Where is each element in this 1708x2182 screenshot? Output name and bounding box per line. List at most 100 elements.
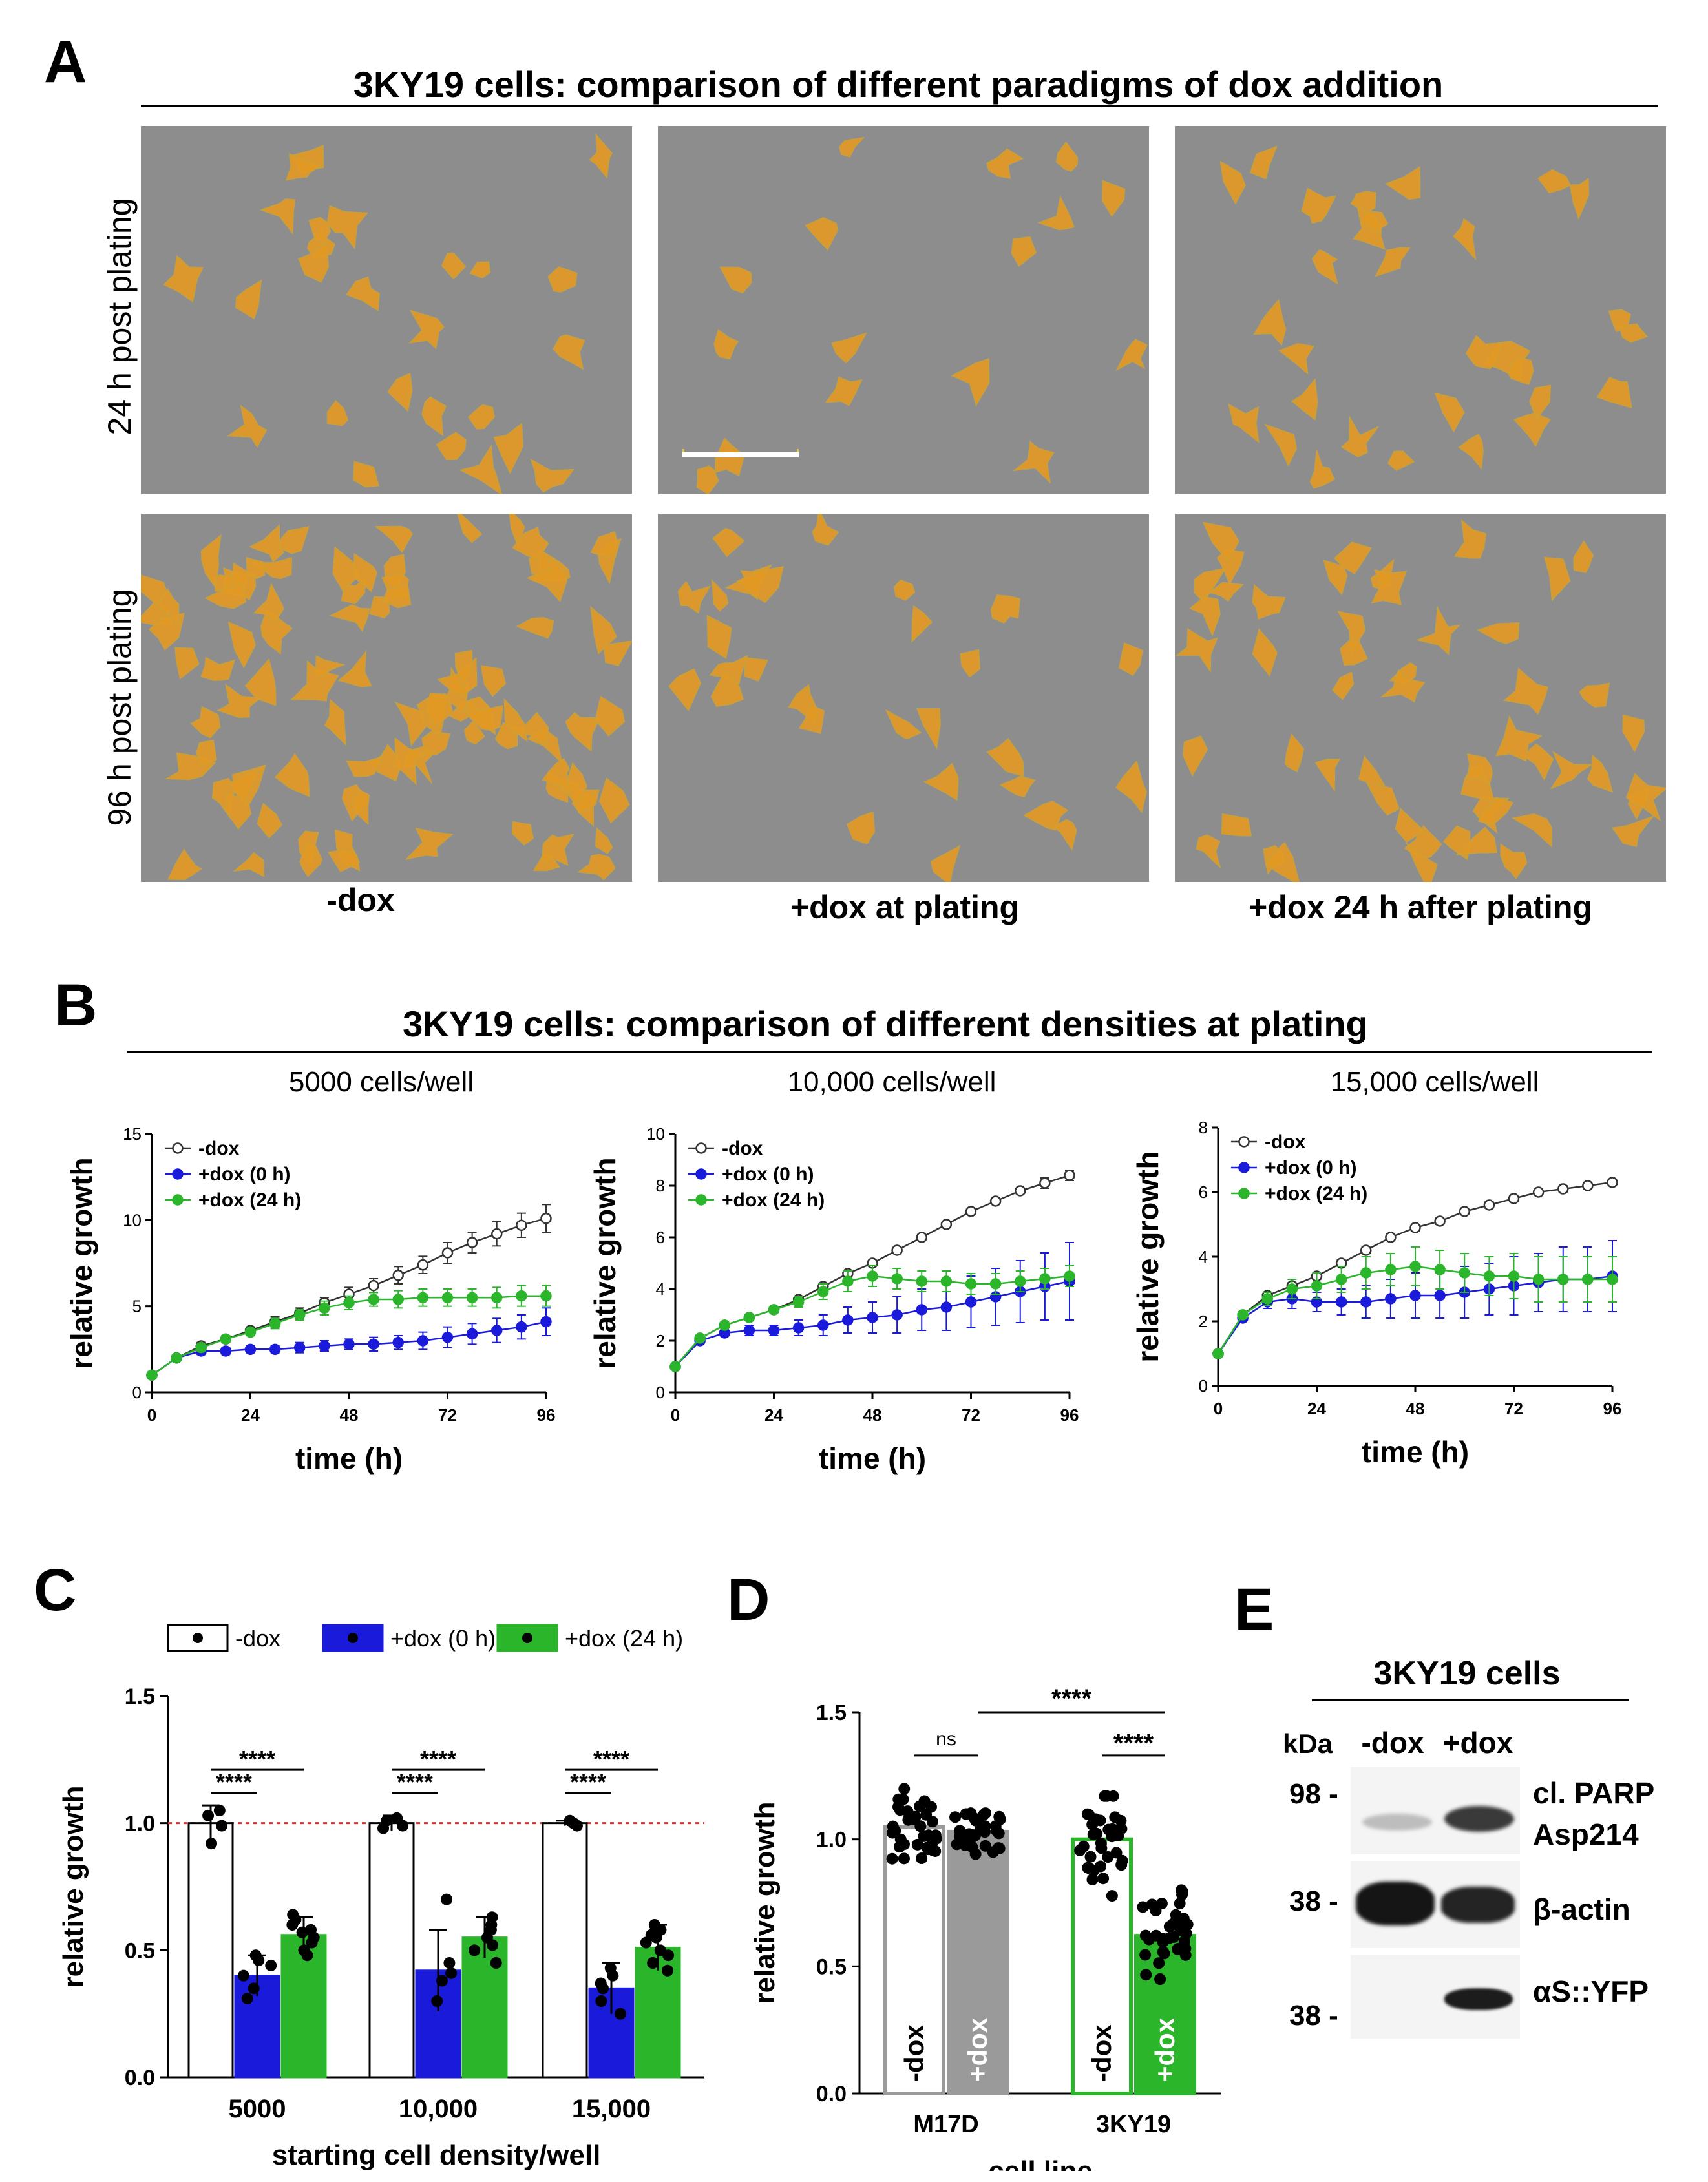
cell <box>744 656 768 682</box>
x-tick-label: 72 <box>1504 1399 1523 1418</box>
data-point <box>1074 1844 1086 1856</box>
y-tick-label: 0 <box>656 1383 665 1402</box>
panel-e-rule <box>1312 1699 1629 1701</box>
cell <box>1618 323 1648 343</box>
data-point <box>1137 1901 1149 1913</box>
series-2-point <box>491 1292 503 1304</box>
cell <box>244 658 277 706</box>
cell <box>1529 384 1552 420</box>
cell <box>1221 813 1252 837</box>
chart-b3-subtitle: 15,000 cells/well <box>1330 1066 1539 1098</box>
cell <box>246 557 266 579</box>
cell <box>712 527 745 558</box>
series-2-point <box>1459 1267 1470 1279</box>
series-2-point <box>1237 1309 1249 1321</box>
cell <box>1503 667 1549 715</box>
series-1-point <box>792 1322 805 1334</box>
series-1-point <box>343 1338 355 1350</box>
data-point <box>1095 1860 1107 1873</box>
series-0-point <box>1532 1186 1545 1198</box>
series-1-point <box>244 1343 257 1356</box>
series-1-point <box>540 1316 552 1328</box>
marker-38-yfp: 38 - <box>1289 2000 1338 2031</box>
data-point <box>897 1793 909 1805</box>
data-point <box>296 1926 308 1938</box>
x-tick-label: 48 <box>340 1405 359 1425</box>
cell <box>468 404 495 430</box>
panel-b-rule <box>127 1051 1652 1053</box>
cell <box>1384 165 1421 200</box>
cell <box>1183 735 1208 777</box>
series-2-point <box>1582 1274 1594 1285</box>
chart-b1: 0 5 10 15 0 24 48 72 96 time (h) relative growth -d… <box>65 1124 555 1475</box>
cell <box>1543 556 1571 602</box>
cell <box>595 827 613 854</box>
cell <box>279 526 310 554</box>
cell <box>512 526 549 561</box>
data-point <box>1086 1873 1099 1885</box>
cell <box>1379 669 1426 703</box>
cell <box>1511 813 1552 848</box>
cell <box>1115 760 1147 813</box>
cell <box>457 514 483 543</box>
legend-label: -dox <box>1265 1131 1306 1153</box>
data-point <box>487 1939 499 1951</box>
cell <box>163 255 204 303</box>
data-point <box>993 1842 1006 1854</box>
series-2-point <box>441 1292 454 1304</box>
series-1-point <box>441 1331 454 1343</box>
bar-0 <box>187 1822 234 2079</box>
legend-marker <box>695 1142 707 1154</box>
x-tick-label: 96 <box>1603 1399 1622 1418</box>
data-point <box>979 1820 991 1832</box>
sig-label: **** <box>397 1768 433 1795</box>
cell <box>990 594 1021 624</box>
series-1-point <box>368 1338 379 1350</box>
column-label-dox-at-plating: +dox at plating <box>790 889 1020 925</box>
series-1-point <box>1335 1296 1347 1308</box>
y-axis-label: relative growth <box>588 1157 622 1369</box>
blot-yfp <box>1351 1955 1520 2039</box>
data-point <box>655 1924 667 1936</box>
band-label-asp214: Asp214 <box>1533 1818 1639 1851</box>
cell <box>885 709 922 740</box>
sig-label: **** <box>216 1768 252 1795</box>
data-point <box>397 1820 409 1832</box>
data-point <box>1156 1933 1168 1945</box>
cell <box>227 404 268 448</box>
cell <box>285 152 322 181</box>
data-point <box>911 1838 923 1851</box>
x-tick-label: 96 <box>1060 1405 1079 1425</box>
data-point <box>607 1969 619 1982</box>
cell <box>1291 378 1318 421</box>
y-tick-label: 15 <box>123 1124 142 1144</box>
legend-marker <box>1238 1188 1250 1199</box>
series-2-point <box>792 1296 805 1308</box>
sig-label: **** <box>593 1746 629 1772</box>
cell <box>1622 714 1645 753</box>
data-point <box>1172 1942 1185 1955</box>
micrograph-96h-dox-24h-after <box>1175 514 1666 882</box>
x-axis-label: time (h) <box>1362 1435 1469 1469</box>
series-0-point <box>1607 1177 1618 1188</box>
data-point <box>1174 1924 1186 1936</box>
x-tick-label: 0 <box>671 1405 680 1425</box>
cell <box>1455 826 1498 855</box>
cell <box>1375 247 1411 277</box>
cell <box>1055 141 1079 172</box>
data-point <box>1082 1862 1094 1874</box>
y-tick-label: 0 <box>132 1383 142 1402</box>
band-label-cl-parp: cl. PARP <box>1533 1776 1655 1810</box>
cell <box>1453 519 1487 559</box>
cell <box>1513 412 1552 447</box>
series-1-point <box>491 1325 503 1336</box>
cell <box>1500 843 1528 879</box>
sig-label: **** <box>1113 1729 1154 1757</box>
series-2-point <box>916 1275 927 1287</box>
series-1-point <box>891 1309 903 1321</box>
series-0-point <box>989 1195 1002 1207</box>
cell <box>1175 627 1218 673</box>
cell <box>735 565 784 603</box>
cell <box>454 649 473 690</box>
series-0-point <box>1064 1170 1075 1181</box>
